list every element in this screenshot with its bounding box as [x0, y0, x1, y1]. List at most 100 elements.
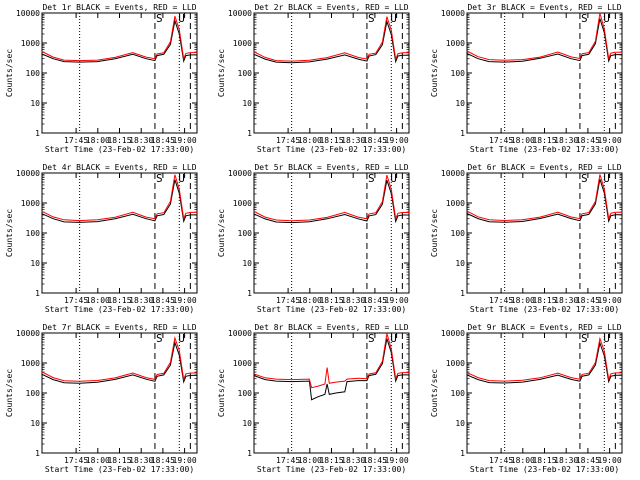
x-tick-label: 18:30 — [341, 136, 365, 145]
y-tick-label: 100 — [26, 229, 41, 238]
y-tick-label: 1 — [460, 449, 465, 458]
x-tick-label: 17:45 — [276, 136, 300, 145]
y-tick-label: 10 — [242, 259, 252, 268]
x-axis-label: Start Time (23-Feb-02 17:33:00) — [470, 305, 619, 314]
y-tick-label: 1000 — [446, 39, 465, 48]
x-tick-label: 18:15 — [107, 296, 131, 305]
interval-marker-s: S — [368, 12, 375, 25]
x-tick-label: 19:00 — [385, 136, 409, 145]
y-tick-label: 10000 — [228, 169, 252, 178]
lld-series-line — [41, 336, 197, 382]
events-series-line — [466, 341, 622, 384]
interval-marker-s: S — [156, 332, 163, 345]
interval-marker-s: S — [368, 332, 375, 345]
events-series-line — [253, 179, 409, 224]
x-tick-label: 18:45 — [151, 296, 175, 305]
interval-marker-u: U — [390, 332, 397, 345]
x-tick-label: 18:15 — [107, 456, 131, 465]
y-tick-label: 10000 — [228, 329, 252, 338]
chart-title: Det 4r BLACK = Events, RED = LLD — [42, 163, 196, 172]
interval-marker-s: S — [156, 12, 163, 25]
chart-panel-9: Det 9r BLACK = Events, RED = LLD 1 10 100 10… — [430, 323, 623, 474]
chart-panel-7: Det 7r BLACK = Events, RED = LLD 1 10 100 10… — [5, 323, 198, 474]
events-series-line — [253, 338, 409, 401]
y-tick-label: 1 — [247, 449, 252, 458]
y-axis-label: Counts/sec — [217, 369, 226, 417]
lld-series-line — [253, 16, 409, 62]
x-tick-label: 18:30 — [341, 296, 365, 305]
x-tick-label: 18:45 — [576, 136, 600, 145]
chart-title: Det 6r BLACK = Events, RED = LLD — [467, 163, 621, 172]
x-tick-label: 19:00 — [173, 456, 197, 465]
x-tick-label: 19:00 — [598, 456, 622, 465]
x-tick-label: 18:15 — [319, 456, 343, 465]
chart-panel-5: Det 5r BLACK = Events, RED = LLD 1 10 100 10… — [217, 163, 410, 314]
y-axis-label: Counts/sec — [5, 49, 14, 97]
y-tick-label: 100 — [451, 389, 466, 398]
plot-frame — [41, 172, 198, 294]
interval-marker-s: S — [156, 172, 163, 185]
x-tick-label: 19:00 — [598, 296, 622, 305]
x-tick-label: 18:15 — [532, 456, 556, 465]
y-tick-label: 100 — [238, 69, 253, 78]
x-tick-label: 17:45 — [276, 456, 300, 465]
y-tick-label: 1000 — [21, 199, 40, 208]
y-tick-label: 1 — [35, 449, 40, 458]
events-series-line — [253, 19, 409, 64]
y-tick-label: 10 — [455, 259, 465, 268]
events-series-line — [466, 179, 622, 224]
interval-marker-s: S — [368, 172, 375, 185]
x-tick-label: 18:00 — [511, 456, 535, 465]
y-tick-label: 10 — [30, 99, 40, 108]
interval-marker-u: U — [603, 332, 610, 345]
y-tick-label: 10 — [30, 419, 40, 428]
x-axis-label: Start Time (23-Feb-02 17:33:00) — [257, 145, 406, 154]
plot-frame — [466, 12, 623, 134]
chart-panel-3: Det 3r BLACK = Events, RED = LLD 1 10 100 10… — [430, 3, 623, 154]
x-tick-label: 18:00 — [86, 456, 110, 465]
y-axis-label: Counts/sec — [217, 49, 226, 97]
interval-marker-s: S — [581, 172, 588, 185]
chart-panel-1: Det 1r BLACK = Events, RED = LLD 1 10 100 10… — [5, 3, 198, 154]
y-tick-label: 100 — [451, 69, 466, 78]
x-tick-label: 17:45 — [489, 456, 513, 465]
x-tick-label: 18:00 — [298, 456, 322, 465]
interval-marker-u: U — [390, 172, 397, 185]
chart-title: Det 8r BLACK = Events, RED = LLD — [254, 323, 408, 332]
y-tick-label: 1 — [35, 129, 40, 138]
plot-frame — [41, 12, 198, 134]
x-axis-label: Start Time (23-Feb-02 17:33:00) — [257, 305, 406, 314]
interval-marker-s: S — [581, 12, 588, 25]
y-tick-label: 1000 — [446, 359, 465, 368]
x-tick-label: 18:30 — [554, 136, 578, 145]
x-tick-label: 19:00 — [385, 296, 409, 305]
x-tick-label: 17:45 — [64, 296, 88, 305]
lld-series-line — [466, 336, 622, 382]
x-tick-label: 18:00 — [298, 136, 322, 145]
lld-series-line — [253, 333, 409, 389]
y-tick-label: 1000 — [233, 359, 252, 368]
y-tick-label: 1000 — [233, 199, 252, 208]
events-series-line — [41, 18, 197, 63]
x-tick-label: 17:45 — [64, 136, 88, 145]
y-tick-label: 100 — [238, 389, 253, 398]
y-tick-label: 10000 — [16, 9, 40, 18]
events-series-line — [41, 340, 197, 384]
x-tick-label: 18:30 — [554, 296, 578, 305]
interval-marker-u: U — [603, 172, 610, 185]
chart-title: Det 7r BLACK = Events, RED = LLD — [42, 323, 196, 332]
x-tick-label: 18:00 — [511, 296, 535, 305]
y-tick-label: 10000 — [441, 329, 465, 338]
x-tick-label: 17:45 — [489, 296, 513, 305]
y-axis-label: Counts/sec — [5, 369, 14, 417]
chart-panel-4: Det 4r BLACK = Events, RED = LLD 1 10 100 10… — [5, 163, 198, 314]
interval-marker-s: S — [581, 332, 588, 345]
y-axis-label: Counts/sec — [430, 369, 439, 417]
y-tick-label: 1000 — [446, 199, 465, 208]
y-tick-label: 10 — [455, 419, 465, 428]
x-axis-label: Start Time (23-Feb-02 17:33:00) — [45, 305, 194, 314]
y-tick-label: 1 — [460, 289, 465, 298]
plot-frame — [253, 12, 410, 134]
x-tick-label: 18:15 — [107, 136, 131, 145]
